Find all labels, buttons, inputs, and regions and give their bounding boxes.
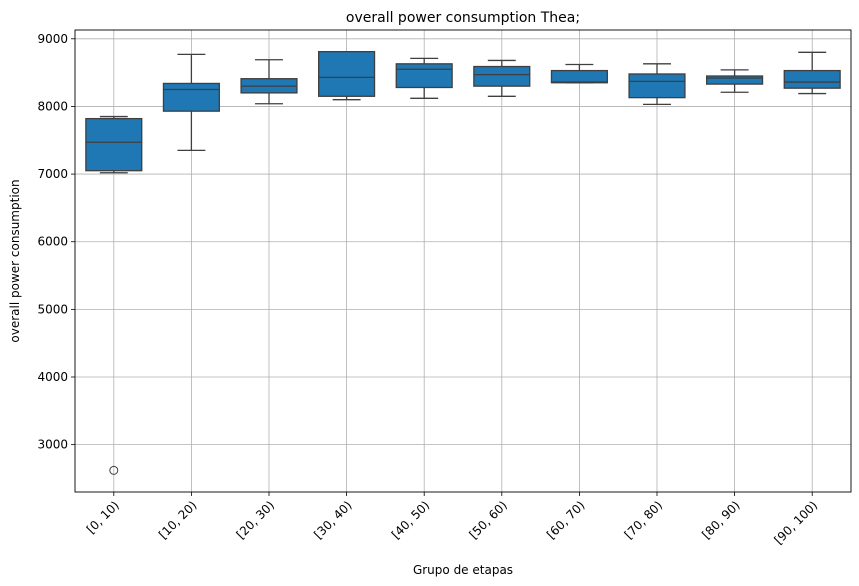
box-2: [162, 53, 220, 152]
box-iqr: [628, 73, 686, 99]
x-tick-label: [40, 50): [389, 498, 433, 542]
x-tick-label: [90, 100): [771, 498, 820, 547]
y-tick-label: 6000: [37, 235, 68, 249]
y-tick-label: 5000: [37, 302, 68, 316]
box-iqr: [318, 50, 376, 97]
outlier-point: [109, 465, 119, 475]
box-iqr: [395, 63, 453, 89]
y-tick-label: 9000: [37, 32, 68, 46]
x-tick-label: [0, 10): [84, 498, 122, 536]
box-4: [318, 50, 376, 101]
x-tick-label: [50, 60): [466, 498, 510, 542]
y-tick-label: 3000: [37, 438, 68, 452]
box-iqr: [550, 69, 608, 84]
box-iqr: [473, 65, 531, 87]
box-8: [628, 63, 686, 106]
plot-frame: [74, 29, 852, 493]
box-9: [706, 69, 764, 93]
y-tick-label: 7000: [37, 167, 68, 181]
y-tick-label: 8000: [37, 99, 68, 113]
box-1: [85, 115, 143, 475]
box-iqr: [85, 117, 143, 172]
y-axis-ticks: 3000 4000 5000 6000 7000 8000 9000: [37, 32, 75, 452]
x-tick-label: [30, 40): [311, 498, 355, 542]
box-5: [395, 57, 453, 99]
box-iqr: [706, 75, 764, 85]
x-tick-label: [10, 20): [156, 498, 200, 542]
box-6: [473, 59, 531, 97]
box-3: [240, 59, 298, 105]
x-tick-label: [20, 30): [234, 498, 278, 542]
chart-title: overall power consumption Thea;: [346, 10, 580, 26]
x-tick-label: [70, 80): [622, 498, 666, 542]
box-7: [550, 63, 608, 84]
x-tick-label: [80, 90): [699, 498, 743, 542]
x-tick-label: [60, 70): [544, 498, 588, 542]
box-iqr: [783, 69, 841, 89]
box-series: [85, 50, 841, 475]
x-axis-ticks: [0, 10) [10, 20) [20, 30) [30, 40) [40, 50) […: [84, 492, 820, 547]
box-10: [783, 51, 841, 95]
x-axis-label: Grupo de etapas: [413, 563, 513, 577]
y-tick-label: 4000: [37, 370, 68, 384]
y-axis-label: overall power consumption: [8, 179, 22, 342]
box-iqr: [162, 82, 220, 112]
